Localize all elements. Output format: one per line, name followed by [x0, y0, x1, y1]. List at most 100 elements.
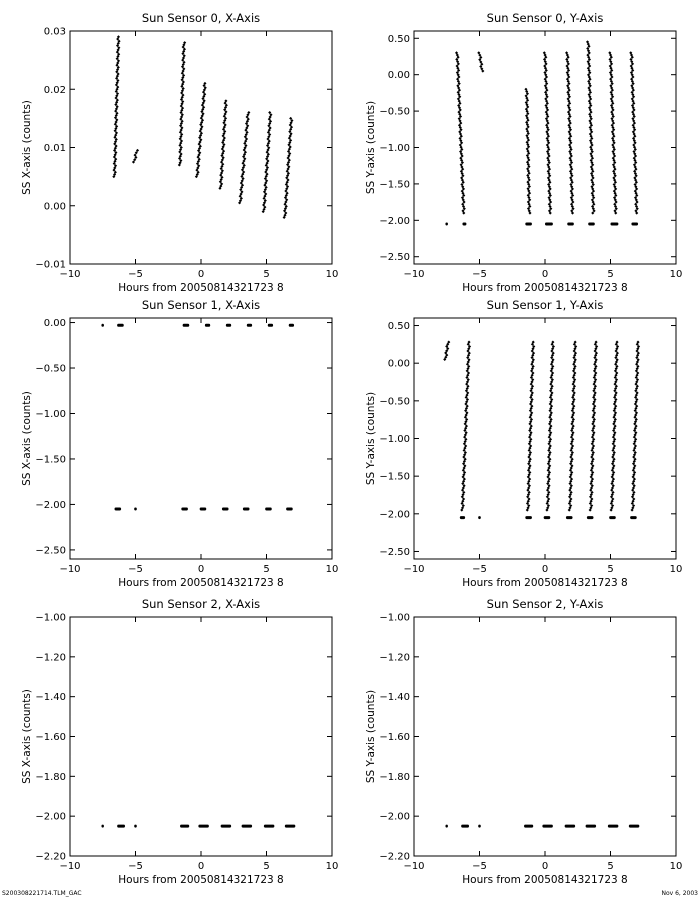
x-tick-label: −10 [403, 564, 424, 575]
plot-frame [413, 317, 677, 560]
data-cluster [461, 824, 470, 828]
data-point [464, 437, 468, 441]
data-track [443, 340, 451, 361]
data-point [571, 193, 575, 198]
data-point [591, 451, 595, 455]
x-axis-label: Hours from 20050814321723 8 [462, 577, 627, 589]
data-point [196, 170, 200, 174]
data-point [612, 470, 616, 475]
data-point [545, 88, 549, 92]
data-point [116, 35, 121, 39]
data-point [568, 101, 572, 105]
data-point [197, 157, 201, 161]
data-point [549, 424, 553, 428]
data-point [551, 344, 555, 349]
data-track [629, 51, 639, 215]
data-point [116, 65, 120, 69]
data-point [528, 211, 532, 215]
data-point [198, 144, 202, 148]
data-point [633, 451, 637, 455]
data-cluster [265, 507, 272, 511]
data-point [180, 126, 184, 130]
data-point [240, 190, 244, 194]
data-point [179, 152, 183, 156]
data-point [615, 364, 619, 368]
data-point [116, 72, 120, 76]
data-point [203, 81, 207, 85]
data-point [528, 477, 532, 481]
y-axis-label: SS Y-axis (counts) [365, 392, 377, 485]
data-point [569, 497, 573, 501]
data-point [630, 55, 634, 59]
data-point [615, 340, 619, 344]
data-point [611, 95, 615, 99]
data-point [593, 411, 597, 415]
data-point [551, 371, 555, 375]
x-axis-label: Hours from 20050814321723 8 [118, 874, 283, 886]
y-tick-label: 0.00 [388, 70, 410, 81]
data-point [530, 411, 534, 415]
data-point [573, 351, 578, 355]
data-point [461, 187, 466, 191]
data-point [545, 82, 549, 86]
chart-title: Sun Sensor 0, Y-Axis [487, 11, 604, 25]
data-point [590, 136, 594, 141]
data-point [614, 397, 618, 402]
data-point [594, 358, 598, 362]
data-point [569, 147, 573, 151]
data-point [113, 170, 117, 174]
data-cluster [198, 824, 209, 828]
data-point [464, 431, 468, 435]
data-track [525, 340, 536, 512]
y-axis-label: SS Y-axis (counts) [365, 101, 377, 194]
data-point [445, 349, 449, 353]
x-axis-label: Hours from 20050814321723 8 [118, 282, 283, 294]
data-point [465, 404, 469, 408]
data-cluster [564, 824, 576, 828]
y-axis-label: SS Y-axis (counts) [365, 690, 377, 783]
x-tick-label: 0 [198, 564, 204, 575]
data-point [528, 204, 532, 208]
data-point [635, 378, 640, 382]
data-point [569, 134, 573, 138]
data-point [220, 169, 224, 173]
data-track [588, 340, 599, 512]
y-tick-label: 0.50 [388, 34, 410, 45]
data-point [268, 126, 272, 130]
data-point [549, 417, 553, 421]
data-point [544, 55, 548, 59]
data-cluster [267, 323, 274, 327]
data-point [526, 125, 530, 129]
data-point [531, 364, 535, 368]
data-cluster [567, 222, 574, 226]
plot-frame [413, 616, 677, 857]
y-tick-label: −1.40 [35, 692, 66, 703]
data-point [545, 101, 549, 105]
data-point [531, 358, 535, 362]
data-point [635, 211, 639, 215]
data-point [614, 193, 618, 198]
y-tick-label: −1.20 [379, 652, 410, 663]
data-point [591, 169, 595, 173]
data-point [566, 68, 571, 72]
data-point [611, 108, 615, 112]
data-point [611, 504, 615, 508]
y-tick-label: −1.00 [379, 613, 410, 624]
chart-title: Sun Sensor 2, X-Axis [142, 597, 260, 611]
data-point [570, 470, 574, 475]
data-point [611, 477, 616, 481]
data-point [462, 477, 466, 481]
y-tick-label: 0.00 [388, 359, 410, 370]
data-cluster [288, 323, 295, 327]
data-track [567, 340, 578, 512]
data-point [570, 161, 574, 165]
data-point [222, 136, 226, 140]
data-point [614, 211, 618, 215]
data-point [465, 397, 470, 402]
y-tick-label: −1.50 [379, 472, 410, 483]
data-point [591, 176, 595, 180]
data-point [634, 437, 638, 441]
data-cluster [117, 323, 124, 327]
data-point [529, 437, 533, 441]
data-point [287, 165, 291, 169]
